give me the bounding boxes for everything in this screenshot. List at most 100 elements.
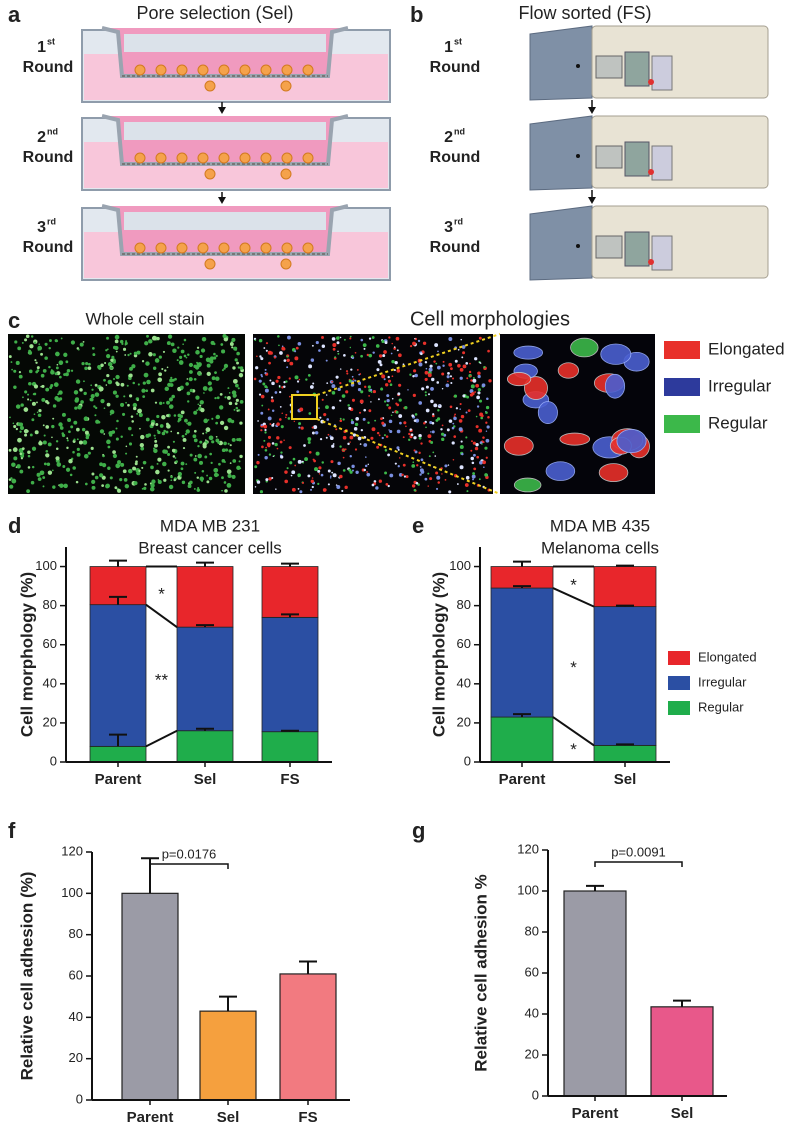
morph-dot — [486, 397, 489, 401]
round-suffix: st — [47, 36, 55, 46]
morph-dot — [289, 361, 294, 366]
morph-dot — [469, 375, 472, 378]
stain-dot — [219, 392, 223, 396]
morph-dot — [384, 471, 387, 475]
stain-dot — [43, 462, 47, 466]
stain-dot — [226, 483, 232, 488]
sorter-light — [648, 259, 654, 265]
stain-dot — [115, 427, 118, 430]
morph-dot — [418, 401, 423, 405]
morph-dot — [457, 363, 461, 368]
stain-dot — [24, 433, 28, 437]
morph-dot — [326, 382, 329, 385]
cell-blob — [559, 432, 591, 446]
morph-dot — [432, 413, 435, 416]
stain-dot — [233, 408, 236, 411]
stain-dot — [141, 388, 146, 393]
stain-dot — [114, 486, 118, 490]
morph-dot — [362, 417, 366, 421]
stain-dot — [127, 403, 130, 407]
stain-dot — [229, 342, 234, 346]
stain-dot — [115, 463, 121, 469]
stain-dot — [89, 397, 94, 402]
bar — [650, 1006, 714, 1097]
morph-dot — [366, 353, 370, 357]
morph-dot — [375, 344, 380, 348]
stain-dot — [121, 342, 124, 345]
stain-dot — [45, 453, 50, 458]
stain-dot — [31, 446, 37, 451]
morph-dot — [484, 473, 488, 477]
stain-dot — [67, 417, 72, 422]
morph-dot — [294, 464, 297, 467]
morph-dot — [441, 388, 444, 390]
stain-dot — [49, 386, 53, 389]
morph-dot — [444, 478, 447, 481]
morph-dot — [308, 412, 312, 415]
bar — [121, 892, 179, 1101]
stain-dot — [228, 449, 232, 453]
morph-dot — [391, 359, 395, 364]
stain-dot — [76, 452, 81, 457]
cell-blob — [524, 376, 548, 400]
morph-dot — [394, 360, 398, 365]
stain-dot — [219, 405, 224, 410]
morph-dot — [372, 389, 377, 394]
y-tick-label: 60 — [457, 636, 471, 651]
stain-dot — [143, 486, 147, 490]
morph-dot — [476, 395, 480, 400]
bar-segment — [593, 566, 657, 608]
comparison-line — [552, 716, 595, 747]
stain-dot — [112, 450, 116, 454]
stain-dot — [120, 435, 123, 438]
stain-dot — [182, 447, 186, 450]
stain-dot — [15, 360, 20, 365]
comparison-line — [145, 729, 178, 748]
morph-dot — [348, 406, 352, 410]
stain-dot — [237, 437, 242, 442]
morph-dot — [269, 379, 272, 382]
stain-dot — [11, 478, 17, 484]
stain-dot — [221, 476, 224, 480]
stain-dot — [75, 379, 81, 384]
stain-dot — [9, 416, 11, 419]
stain-dot — [17, 437, 22, 443]
stain-dot — [239, 366, 244, 370]
bar-segment — [176, 626, 234, 732]
morph-dot — [273, 356, 277, 359]
stain-dot — [157, 479, 160, 481]
morph-dot — [263, 439, 266, 442]
morph-dot — [374, 419, 377, 422]
morph-dot — [368, 409, 372, 413]
stain-dot — [140, 446, 145, 451]
cell — [239, 242, 251, 254]
stain-dot — [87, 451, 91, 455]
stain-dot — [208, 476, 213, 481]
stain-dot — [38, 343, 41, 345]
stain-dot — [10, 477, 13, 480]
stain-dot — [115, 437, 119, 441]
stain-dot — [81, 427, 86, 432]
morph-dot — [289, 461, 293, 465]
stain-dot — [62, 465, 66, 468]
stain-dot — [185, 429, 190, 434]
stain-dot — [181, 480, 186, 485]
round-number: 2 — [444, 129, 453, 146]
y-tick-label: 40 — [457, 675, 471, 690]
stain-dot — [153, 448, 158, 454]
stain-dot — [20, 457, 24, 460]
stain-dot — [170, 475, 173, 479]
stain-dot — [223, 425, 229, 431]
morph-dot — [459, 376, 463, 380]
significance: * — [570, 740, 577, 759]
y-axis-label: Cell morphology (%) — [17, 572, 36, 737]
stain-dot — [119, 478, 123, 482]
morph-dot — [296, 390, 300, 394]
stain-dot — [47, 470, 53, 475]
morph-dot — [482, 441, 485, 444]
morph-dot — [416, 464, 419, 467]
morph-dot — [454, 359, 458, 363]
morph-dot — [302, 461, 304, 464]
cell — [155, 242, 167, 254]
chart-title: MDA MB 435 — [550, 516, 650, 535]
